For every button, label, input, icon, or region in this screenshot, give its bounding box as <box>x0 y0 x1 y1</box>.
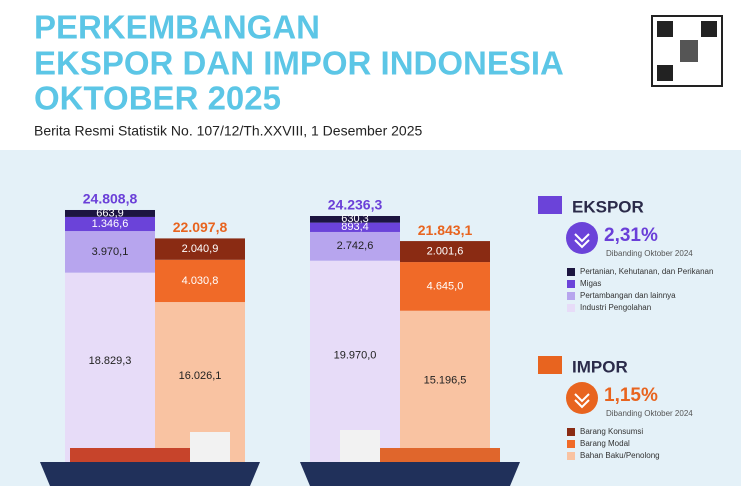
total-label: 22.097,8 <box>173 219 228 235</box>
bar-segment <box>65 272 155 470</box>
arrow <box>574 393 590 409</box>
legend-label: Pertanian, Kehutanan, dan Perikanan <box>580 267 713 276</box>
bar-segment <box>155 259 245 303</box>
value-label: 4.030,8 <box>182 275 219 287</box>
bar-segment <box>65 216 155 232</box>
value-label: 1.346,6 <box>92 218 129 230</box>
legend-swatch <box>567 428 575 436</box>
total-label: 24.236,3 <box>328 197 383 213</box>
value-label: 19.970,0 <box>334 349 377 361</box>
ekspor-icon <box>538 196 562 214</box>
change-label: 2,31% <box>604 225 658 246</box>
legend-swatch <box>567 268 575 276</box>
legend-title: EKSPOR <box>572 197 644 216</box>
legend-label: Barang Konsumsi <box>580 427 643 436</box>
subtitle: Berita Resmi Statistik No. 107/12/Th.XXV… <box>34 123 423 139</box>
value-label: 630,3 <box>341 213 369 225</box>
legend-label: Pertambangan dan lainnya <box>580 291 676 300</box>
bar-segment <box>65 209 155 217</box>
total-label: 21.843,1 <box>418 222 473 238</box>
value-label: 2.001,6 <box>427 245 464 257</box>
bar-segment <box>400 310 490 470</box>
change-note: Dibanding Oktober 2024 <box>606 249 693 258</box>
bar-segment <box>155 238 245 260</box>
impor-icon <box>538 356 562 374</box>
legend-label: Bahan Baku/Penolong <box>580 451 660 460</box>
value-label: 4.645,0 <box>427 280 464 292</box>
legend-swatch <box>567 280 575 288</box>
legend-label: Barang Modal <box>580 439 630 448</box>
qr-code <box>651 15 723 87</box>
legend-label: Migas <box>580 279 601 288</box>
value-label: 2.040,9 <box>182 243 219 255</box>
title-line: OKTOBER 2025 <box>34 80 281 117</box>
legend-label: Industri Pengolahan <box>580 303 651 312</box>
bar-segment <box>400 262 490 311</box>
legend-swatch <box>567 440 575 448</box>
value-label: 2.742,6 <box>337 240 374 252</box>
title-line: PERKEMBANGAN <box>34 9 320 46</box>
value-label: 3.970,1 <box>92 246 129 258</box>
total-label: 24.808,8 <box>83 191 138 207</box>
value-label: 15.196,5 <box>424 374 467 386</box>
value-label: 663,9 <box>96 207 124 219</box>
title-line: EKSPOR DAN IMPOR INDONESIA <box>34 45 564 82</box>
value-label: 16.026,1 <box>179 370 222 382</box>
ship <box>40 430 520 486</box>
value-label: 18.829,3 <box>89 355 132 367</box>
down-badge <box>566 222 598 254</box>
legend-swatch <box>567 292 575 300</box>
bar-segment <box>310 222 400 232</box>
change-label: 1,15% <box>604 385 658 406</box>
legend-swatch <box>567 304 575 312</box>
change-note: Dibanding Oktober 2024 <box>606 409 693 418</box>
down-badge <box>566 382 598 414</box>
bar-segment <box>400 241 490 263</box>
legend-title: IMPOR <box>572 357 628 376</box>
bar-segment <box>310 215 400 223</box>
arrow <box>574 233 590 249</box>
bar-segment <box>65 231 155 273</box>
value-label: 893,4 <box>341 221 369 233</box>
legend-swatch <box>567 452 575 460</box>
bar-segment <box>310 231 400 261</box>
